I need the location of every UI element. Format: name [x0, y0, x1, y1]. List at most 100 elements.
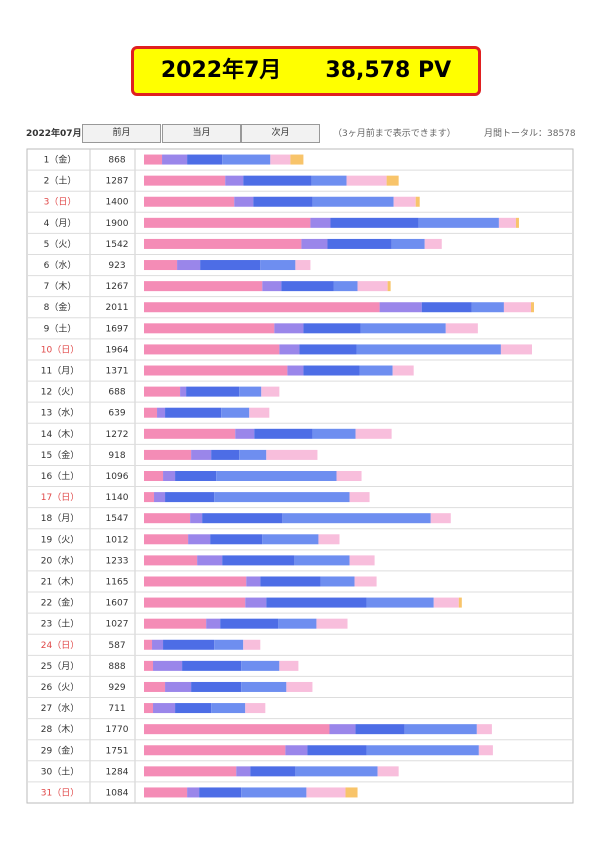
pv-value: 1096: [106, 472, 129, 482]
bar-segment: [312, 428, 356, 439]
bar-segment: [327, 238, 392, 249]
pv-value: 1287: [106, 177, 129, 187]
pv-value: 1027: [106, 620, 129, 630]
day-label: 11（月）: [41, 366, 79, 377]
bar-segment: [144, 639, 153, 650]
bar-segment: [360, 323, 446, 334]
bar-segment: [445, 323, 478, 334]
bar-segment: [386, 175, 399, 186]
bar-segment: [418, 217, 499, 228]
day-label: 10（日）: [41, 344, 79, 355]
bar-segment: [144, 449, 192, 460]
pv-value: 688: [108, 388, 125, 398]
bar-segment: [241, 681, 287, 692]
bar-segment: [253, 196, 313, 207]
bar-segment: [316, 618, 348, 629]
bar-segment: [366, 745, 479, 756]
bar-segment: [144, 365, 288, 376]
bar-segment: [191, 449, 212, 460]
bar-segment: [262, 534, 319, 545]
day-label: 2（土）: [44, 175, 77, 187]
bar-segment: [345, 787, 358, 798]
bar-segment: [287, 365, 304, 376]
day-label: 5（火）: [44, 239, 77, 250]
bar-segment: [310, 217, 331, 228]
bar-segment: [163, 639, 215, 650]
bar-segment: [312, 196, 394, 207]
pv-value: 711: [108, 704, 125, 714]
next-button[interactable]: 次月: [241, 124, 320, 143]
bar-segment: [320, 576, 355, 587]
day-label: 15（金）: [41, 449, 79, 461]
prev-button[interactable]: 前月: [82, 124, 161, 143]
bar-segment: [180, 386, 187, 397]
bar-segment: [281, 281, 334, 292]
bar-segment: [144, 703, 154, 714]
pv-value: 1770: [106, 725, 129, 735]
bar-segment: [241, 787, 307, 798]
bar-segment: [214, 492, 350, 503]
bar-segment: [355, 724, 405, 735]
pv-value: 1267: [106, 282, 129, 292]
bar-segment: [246, 576, 261, 587]
bar-segment: [144, 724, 330, 735]
day-label: 3（日）: [44, 197, 77, 208]
bar-segment: [285, 745, 308, 756]
pv-value: 929: [108, 683, 125, 693]
bar-segment: [346, 175, 387, 186]
bar-segment: [144, 428, 236, 439]
note: （3ヶ月前まで表示できます）: [333, 129, 456, 139]
bar-segment: [210, 534, 263, 545]
bar-segment: [144, 471, 164, 481]
bar-segment: [144, 238, 302, 249]
bar-segment: [336, 471, 362, 481]
bar-segment: [214, 639, 244, 650]
bar-segment: [144, 154, 163, 165]
bar-segment: [329, 724, 356, 735]
bar-segment: [225, 175, 244, 186]
bar-segment: [144, 323, 275, 334]
pv-value: 1697: [106, 324, 129, 334]
bar-segment: [234, 196, 254, 207]
bar-segment: [162, 154, 188, 165]
banner: 2022年7月 38,578 PV: [131, 46, 481, 96]
pv-value: 1272: [106, 430, 129, 440]
monthly-total: 月間トータル：38578: [484, 129, 576, 139]
month-label: 2022年07月: [26, 129, 82, 139]
day-label: 16（土）: [41, 470, 79, 482]
bar-segment: [421, 302, 472, 313]
bar-segment: [354, 576, 377, 587]
pv-value: 1542: [106, 240, 129, 250]
bar-segment: [182, 660, 242, 671]
pv-value: 1371: [106, 367, 129, 377]
pv-value: 1140: [106, 493, 129, 503]
pv-value: 888: [108, 662, 125, 672]
bar-segment: [144, 555, 198, 566]
day-label: 23（土）: [41, 618, 79, 630]
bar-segment: [471, 302, 504, 313]
bar-segment: [515, 217, 519, 228]
current-button[interactable]: 当月: [162, 124, 241, 143]
bar-segment: [144, 302, 380, 313]
bar-segment: [250, 766, 296, 777]
bar-segment: [200, 260, 261, 271]
bar-segment: [498, 217, 516, 228]
bar-segment: [222, 555, 295, 566]
bar-segment: [243, 175, 312, 186]
bar-segment: [262, 281, 282, 292]
day-label: 14（木）: [41, 428, 79, 440]
bar-segment: [391, 238, 425, 249]
pv-value: 1165: [106, 577, 129, 587]
day-label: 31（日）: [41, 787, 79, 798]
bar-segment: [266, 449, 318, 460]
bar-segment: [303, 323, 361, 334]
day-label: 28（木）: [41, 723, 79, 735]
bar-segment: [211, 703, 246, 714]
bar-segment: [279, 344, 300, 355]
bar-segment: [349, 555, 375, 566]
bar-segment: [221, 407, 250, 418]
day-label: 7（木）: [44, 280, 77, 292]
bar-segment: [476, 724, 492, 735]
bar-segment: [144, 681, 166, 692]
bar-segment: [144, 492, 155, 503]
